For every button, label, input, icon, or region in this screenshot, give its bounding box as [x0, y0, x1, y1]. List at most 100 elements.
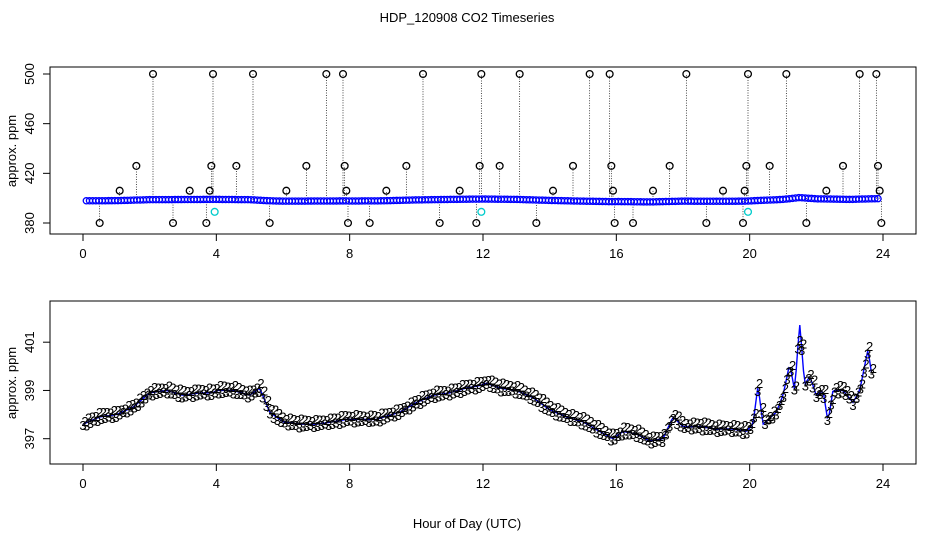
marker-2: 2 [474, 374, 481, 389]
outlier-point [477, 69, 486, 79]
marker-3: 3 [384, 411, 391, 426]
marker-2: 2 [837, 378, 844, 393]
marker-3: 3 [354, 415, 361, 430]
baseline-point [874, 194, 882, 203]
marker-2: 2 [653, 429, 660, 444]
marker-2: 2 [430, 386, 437, 401]
x-tick-label: 12 [476, 246, 490, 261]
marker-2: 2 [100, 405, 107, 420]
outlier-point [875, 186, 884, 195]
marker-2: 2 [261, 383, 268, 398]
marker-3: 3 [655, 434, 662, 449]
marker-2: 2 [738, 420, 745, 435]
marker-3: 3 [453, 385, 460, 400]
marker-3: 3 [527, 392, 534, 407]
marker-3: 3 [369, 414, 376, 429]
marker-2: 2 [701, 414, 708, 429]
marker-3: 3 [626, 427, 633, 442]
outlier-point [495, 161, 504, 170]
marker-3: 3 [556, 409, 563, 424]
marker-3: 3 [534, 395, 541, 410]
marker-3: 3 [318, 418, 325, 433]
marker-3: 3 [615, 429, 622, 444]
marker-3: 3 [120, 405, 127, 420]
marker-3: 3 [244, 391, 251, 406]
y-tick-label: 397 [22, 428, 37, 450]
marker-2: 2 [364, 409, 371, 424]
marker-3: 3 [193, 388, 200, 403]
marker-3: 3 [736, 424, 743, 439]
marker-3: 3 [798, 343, 805, 358]
outlier-point [340, 161, 349, 170]
top-axes: 0 4 8 12 16 20 24 380 420 460 500 [22, 63, 890, 261]
marker-2: 2 [316, 412, 323, 427]
marker-3: 3 [688, 422, 695, 437]
outlier-point [742, 161, 751, 170]
marker-2: 2 [309, 414, 316, 429]
marker-3: 3 [662, 428, 669, 443]
marker-3: 3 [494, 381, 501, 396]
marker-3: 3 [222, 385, 229, 400]
marker-3: 3 [123, 406, 130, 421]
marker-3: 3 [233, 387, 240, 402]
marker-2: 2 [433, 383, 440, 398]
marker-3: 3 [472, 382, 479, 397]
marker-3: 3 [241, 387, 248, 402]
marker-2: 2 [235, 380, 242, 395]
marker-3: 3 [651, 435, 658, 450]
marker-2: 2 [543, 395, 550, 410]
marker-3: 3 [131, 400, 138, 415]
marker-3: 3 [538, 400, 545, 415]
marker-3: 3 [710, 423, 717, 438]
marker-3: 3 [813, 390, 820, 405]
marker-2: 2 [155, 380, 162, 395]
marker-3: 3 [486, 380, 493, 395]
marker-3: 3 [90, 414, 97, 429]
marker-2: 2 [833, 380, 840, 395]
marker-3: 3 [714, 425, 721, 440]
marker-2: 2 [422, 387, 429, 402]
marker-2: 2 [624, 420, 631, 435]
marker-2: 2 [393, 401, 400, 416]
marker-3: 3 [820, 391, 827, 406]
marker-2: 2 [818, 382, 825, 397]
marker-2: 2 [169, 380, 176, 395]
marker-2: 2 [778, 393, 785, 408]
marker-2: 2 [540, 391, 547, 406]
marker-3: 3 [413, 396, 420, 411]
marker-3: 3 [446, 389, 453, 404]
marker-3: 3 [450, 387, 457, 402]
outlier-point [585, 69, 594, 79]
outlier-point [207, 161, 216, 170]
marker-3: 3 [791, 383, 798, 398]
marker-3: 3 [211, 386, 218, 401]
marker-2: 2 [826, 406, 833, 421]
marker-2: 2 [228, 380, 235, 395]
marker-2: 2 [386, 405, 393, 420]
marker-3: 3 [593, 426, 600, 441]
marker-2: 2 [103, 405, 110, 420]
marker-3: 3 [769, 411, 776, 426]
marker-3: 3 [508, 384, 515, 399]
marker-2: 2 [723, 418, 730, 433]
marker-2: 2 [521, 383, 528, 398]
marker-3: 3 [325, 418, 332, 433]
marker-3: 3 [501, 384, 508, 399]
marker-2: 2 [730, 417, 737, 432]
marker-2: 2 [404, 399, 411, 414]
outlier-point [568, 161, 578, 170]
marker-2: 2 [206, 381, 213, 396]
outlier-point [782, 69, 791, 79]
outlier-point [873, 161, 883, 170]
marker-3: 3 [142, 391, 149, 406]
marker-2: 2 [745, 419, 752, 434]
marker-2: 2 [378, 406, 385, 421]
marker-2: 2 [221, 379, 228, 394]
marker-2: 2 [85, 411, 92, 426]
marker-3: 3 [750, 410, 757, 425]
marker-3: 3 [600, 428, 607, 443]
marker-3: 3 [552, 408, 559, 423]
top-drop-lines [99, 74, 882, 223]
marker-2: 2 [338, 408, 345, 423]
